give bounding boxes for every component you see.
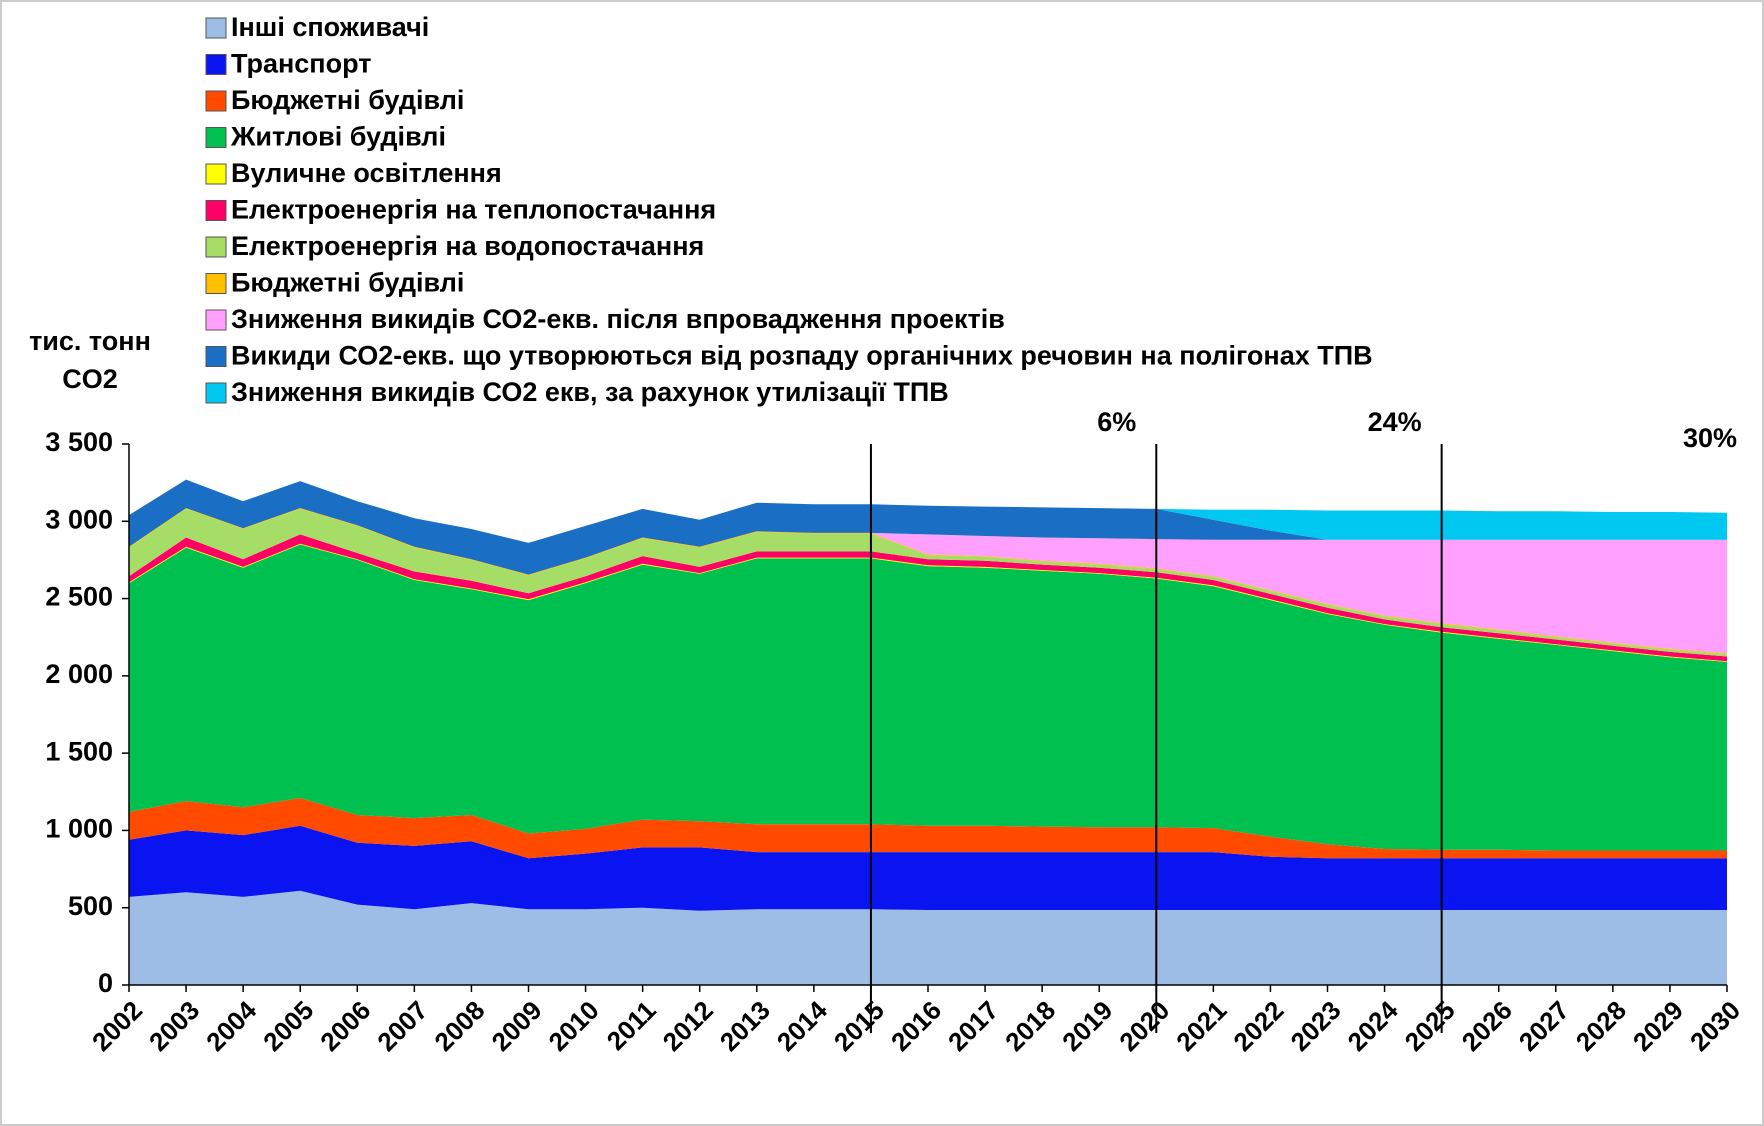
x-tick-label: 2028 [1570,995,1632,1057]
y-tick-label: 3 000 [45,504,113,534]
x-tick-label: 2014 [771,995,833,1057]
x-tick-label: 2003 [143,995,205,1057]
x-tick-label: 2018 [999,995,1061,1057]
legend-label: Вуличне освітлення [231,158,502,188]
y-tick-label: 0 [98,968,113,998]
y-tick-label: 2 000 [45,659,113,689]
x-tick-label: 2030 [1684,995,1746,1057]
y-tick-label: 3 500 [45,427,113,457]
annotation: 24% [1368,407,1422,437]
area [129,544,1727,851]
area [129,798,1727,859]
legend-swatch [205,127,227,148]
x-tick-label: 2020 [1113,995,1175,1057]
x-tick-label: 2019 [1056,995,1118,1057]
area [129,479,1727,543]
legend-label: Зниження викидів СО2 екв, за рахунок ути… [231,377,949,407]
legend-label: Викиди СО2-екв. що утворюються від розпа… [231,341,1373,371]
legend-label: Бюджетні будівлі [231,268,464,298]
annotation: 6% [1097,407,1136,437]
x-tick-label: 2027 [1513,995,1575,1057]
x-tick-label: 2021 [1170,995,1232,1057]
x-tick-label: 2015 [828,995,890,1057]
legend-label: Електроенергія на теплопостачання [231,195,716,225]
legend-swatch [205,163,227,185]
legend-label: Бюджетні будівлі [231,85,464,115]
legend-swatch [205,17,227,39]
legend-swatch [205,236,227,258]
y-tick-label: 2 500 [45,582,113,612]
x-tick-label: 2007 [371,995,433,1057]
legend-swatch [205,90,227,112]
y-tick-label: 1 500 [45,736,113,766]
annotation: 30% [1683,423,1737,453]
x-tick-label: 2029 [1627,995,1689,1057]
legend-label: Транспорт [231,49,371,79]
legend-swatch [205,309,227,331]
x-tick-label: 2006 [314,995,376,1057]
area [129,890,1727,985]
legend-swatch [205,200,227,221]
legend-label: Зниження викидів СО2-екв. після впровадж… [231,304,1005,334]
x-tick-label: 2009 [485,995,547,1057]
x-tick-label: 2013 [714,995,776,1057]
x-tick-label: 2010 [543,995,605,1057]
area [129,534,1727,662]
legend-swatch [205,273,227,294]
x-tick-label: 2026 [1456,995,1518,1057]
legend-swatch [205,382,227,404]
legend-label: Житлові будівлі [230,122,446,152]
x-tick-label: 2004 [200,995,262,1057]
area [129,508,1727,657]
legend-label: Інші споживачі [231,12,429,42]
legend-swatch [205,54,227,75]
legend-label: Електроенергія на водопостачання [231,231,704,261]
x-tick-label: 2008 [428,995,490,1057]
x-tick-label: 2011 [601,995,662,1056]
x-tick-label: 2025 [1399,995,1461,1057]
x-tick-label: 2017 [942,995,1004,1057]
x-tick-label: 2002 [86,995,148,1057]
x-tick-label: 2005 [257,995,319,1057]
x-tick-label: 2024 [1342,995,1404,1057]
x-tick-label: 2023 [1284,995,1346,1057]
x-tick-label: 2012 [657,995,719,1057]
x-tick-label: 2022 [1227,995,1289,1057]
y-tick-label: 500 [68,891,113,921]
area [129,508,1727,654]
y-axis-label: тис. тонн CO2 [29,326,151,394]
area [129,479,1727,575]
x-tick-label: 2016 [885,995,947,1057]
legend-swatch [205,346,227,367]
y-tick-label: 1 000 [45,814,113,844]
area [129,825,1727,911]
